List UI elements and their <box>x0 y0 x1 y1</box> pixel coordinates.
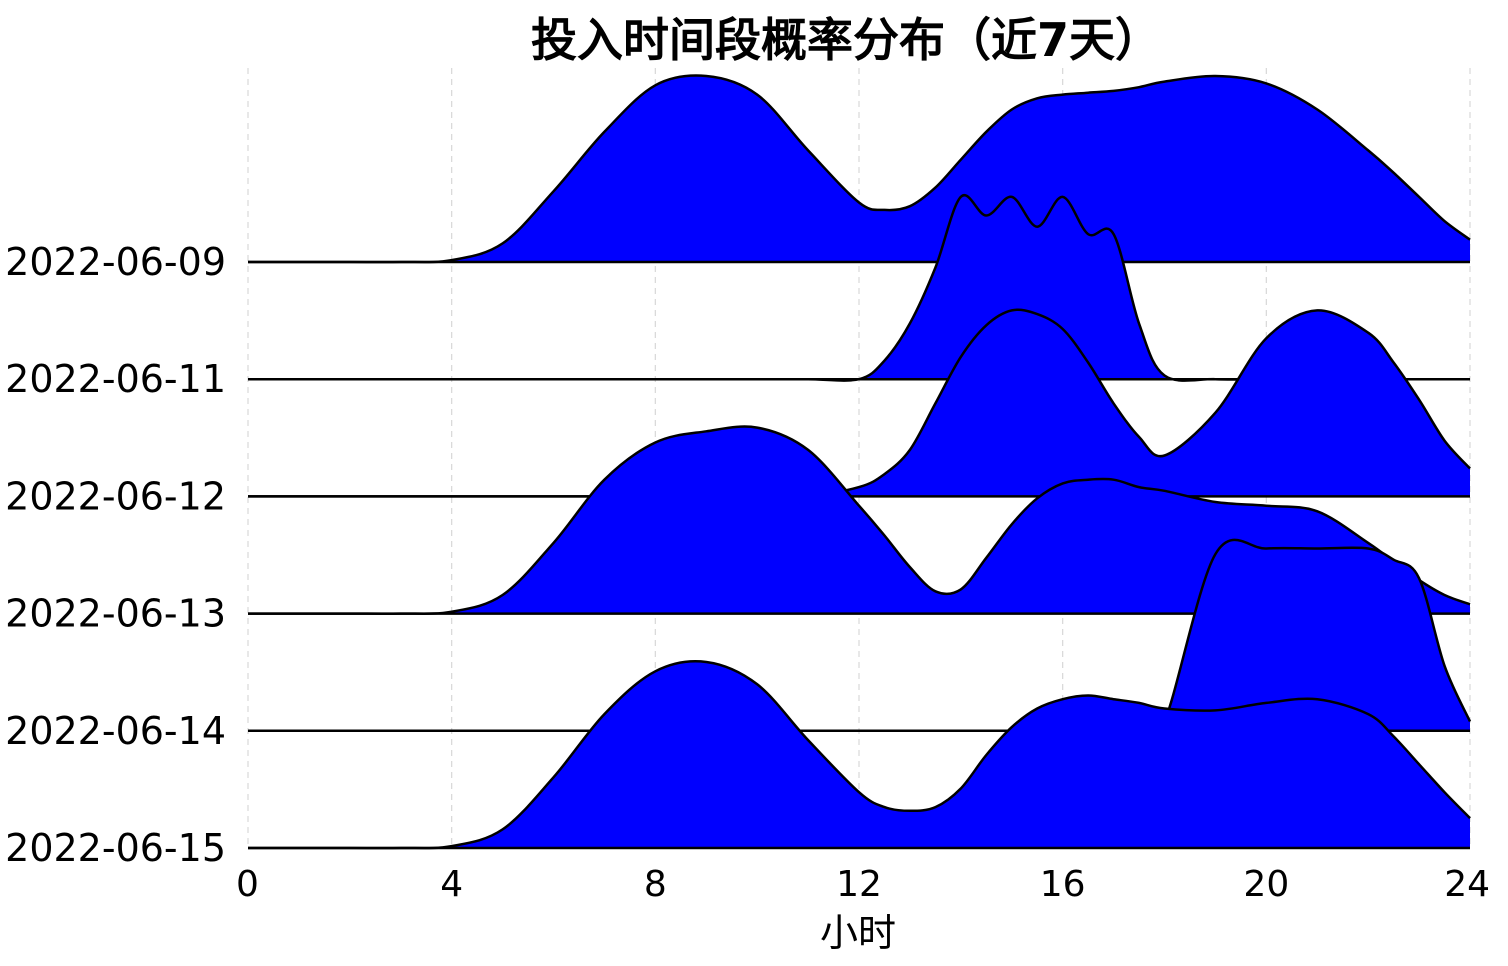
ridge-area-2022-06-09 <box>248 75 1470 263</box>
y-tick-label: 2022-06-15 <box>5 826 226 870</box>
y-tick-label: 2022-06-13 <box>5 592 226 636</box>
y-tick-label: 2022-06-11 <box>5 357 226 401</box>
y-tick-label: 2022-06-09 <box>5 240 226 284</box>
y-tick-labels: 2022-06-09 2022-06-11 2022-06-12 2022-06-13… <box>5 240 226 870</box>
x-tick-label: 16 <box>1040 864 1086 905</box>
x-tick-label: 0 <box>236 864 259 905</box>
ridges <box>248 74 1472 850</box>
x-tick-label: 8 <box>644 864 667 905</box>
x-tick-label: 4 <box>440 864 463 905</box>
y-tick-label: 2022-06-12 <box>5 474 226 518</box>
x-tick-labels: 0 4 8 12 16 20 24 <box>236 864 1490 905</box>
chart-title: 投入时间段概率分布（近7天） <box>531 13 1161 67</box>
ridge-2022-06-15 <box>248 660 1471 850</box>
x-tick-label: 20 <box>1243 864 1289 905</box>
x-axis-label: 小时 <box>820 911 896 955</box>
ridge-outline-2022-06-09 <box>248 74 1471 264</box>
x-tick-label: 12 <box>836 864 882 905</box>
ridge-outline-2022-06-13 <box>248 425 1471 615</box>
y-tick-label: 2022-06-14 <box>5 709 226 753</box>
ridge-area-2022-06-12 <box>248 309 1470 498</box>
ridge-2022-06-12 <box>248 308 1471 499</box>
ridge-outline-2022-06-15 <box>248 660 1471 850</box>
ridge-area-2022-06-15 <box>248 661 1470 849</box>
ridge-2022-06-09 <box>248 74 1471 264</box>
ridge-area-2022-06-13 <box>248 426 1470 614</box>
x-tick-label: 24 <box>1444 864 1490 905</box>
